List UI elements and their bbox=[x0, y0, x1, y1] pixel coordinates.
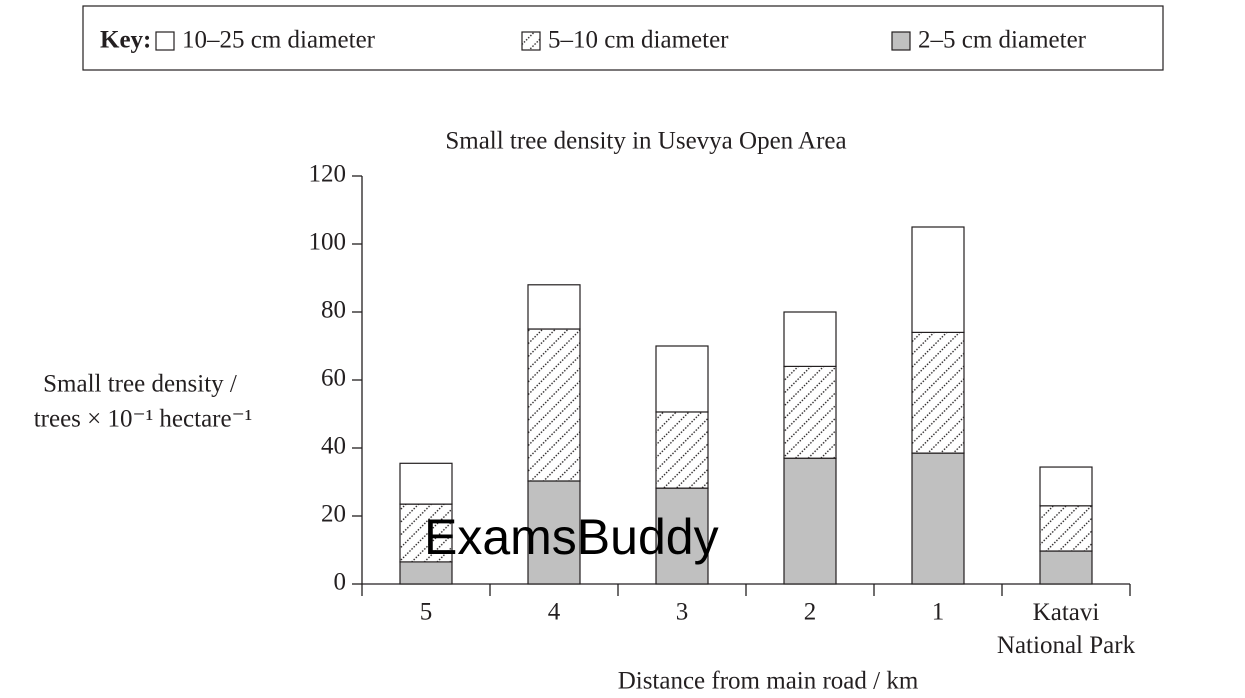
bar-segment bbox=[655, 411, 709, 489]
bar-segment bbox=[783, 311, 837, 368]
x-tick-label: 2 bbox=[804, 599, 817, 626]
bar-segment bbox=[527, 480, 581, 585]
bar-segment bbox=[527, 328, 581, 482]
bar-segment bbox=[399, 462, 453, 505]
y-tick-label: 100 bbox=[309, 229, 347, 256]
bar-segment bbox=[783, 457, 837, 585]
bar-segment bbox=[911, 331, 965, 454]
bar-segment bbox=[1039, 550, 1093, 585]
y-tick-label: 60 bbox=[321, 365, 346, 392]
y-axis-label: Small tree density / bbox=[43, 371, 237, 398]
bar-segment bbox=[783, 365, 837, 459]
bar-segment bbox=[399, 503, 453, 563]
y-tick-label: 120 bbox=[309, 161, 347, 188]
legend-title: Key: bbox=[100, 27, 151, 54]
bar-segment bbox=[911, 452, 965, 585]
bar-segment bbox=[527, 284, 581, 330]
x-tick-label: 5 bbox=[420, 599, 433, 626]
legend-label: 10–25 cm diameter bbox=[182, 27, 376, 54]
chart-title: Small tree density in Usevya Open Area bbox=[445, 128, 846, 155]
legend-label: 5–10 cm diameter bbox=[548, 27, 729, 54]
y-tick-label: 40 bbox=[321, 433, 346, 460]
legend-box bbox=[82, 5, 1164, 71]
bar-segment bbox=[655, 487, 709, 585]
watermark: ExamsBuddy bbox=[424, 509, 719, 565]
x-tick-label: 1 bbox=[932, 599, 945, 626]
y-tick-label: 0 bbox=[334, 569, 347, 596]
legend-label: 2–5 cm diameter bbox=[918, 27, 1087, 54]
legend-swatch bbox=[155, 31, 175, 51]
x-tick-label: 3 bbox=[676, 599, 689, 626]
x-tick-label: Katavi National Park bbox=[997, 599, 1136, 659]
y-tick-label: 80 bbox=[321, 297, 346, 324]
x-tick-label: 4 bbox=[548, 599, 561, 626]
bar-segment bbox=[1039, 466, 1093, 507]
bar-segment bbox=[655, 345, 709, 413]
bar-segment bbox=[911, 226, 965, 334]
legend-swatch bbox=[521, 31, 541, 51]
bar-segment bbox=[1039, 505, 1093, 552]
y-tick-label: 20 bbox=[321, 501, 346, 528]
legend-swatch bbox=[891, 31, 911, 51]
x-axis-label: Distance from main road / km bbox=[618, 668, 919, 695]
bar-segment bbox=[399, 561, 453, 585]
y-axis-label: trees × 10⁻¹ hectare⁻¹ bbox=[34, 406, 253, 433]
